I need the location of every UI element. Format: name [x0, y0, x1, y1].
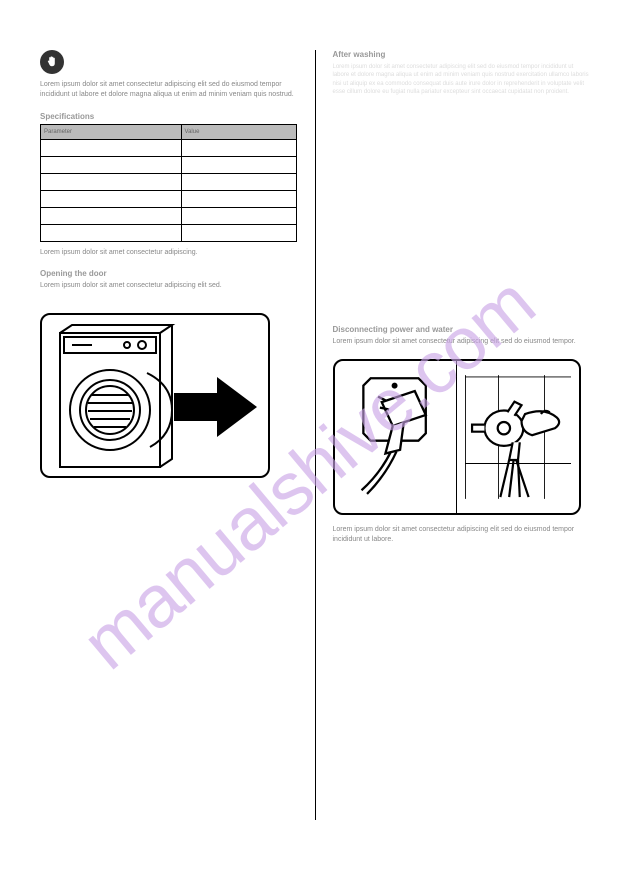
washer-svg — [42, 315, 270, 478]
right-heading: After washing — [333, 50, 590, 59]
tap-panel — [457, 361, 579, 513]
plug-panel — [335, 361, 457, 513]
table-col-2: Value — [181, 124, 296, 139]
right-column: After washing Lorem ipsum dolor sit amet… — [315, 50, 590, 843]
tap-svg — [465, 369, 571, 505]
stop-hand-icon — [40, 50, 64, 74]
warning-paragraph: Lorem ipsum dolor sit amet consectetur a… — [40, 80, 297, 100]
dual-illustration — [333, 359, 581, 515]
door-section-text: Lorem ipsum dolor sit amet consectetur a… — [40, 281, 297, 291]
hand-icon — [45, 55, 59, 69]
table-col-1: Parameter — [41, 124, 182, 139]
spec-table: Parameter Value — [40, 124, 297, 242]
door-section-title: Opening the door — [40, 269, 297, 278]
left-column: Lorem ipsum dolor sit amet consectetur a… — [40, 50, 315, 843]
table-row — [41, 173, 297, 190]
table-section-title: Specifications — [40, 112, 297, 121]
plug-svg — [345, 371, 446, 503]
table-row — [41, 156, 297, 173]
right-text-1: Lorem ipsum dolor sit amet consectetur a… — [333, 63, 590, 313]
page-container: manualshive.com Lorem ipsum dolor sit am… — [0, 0, 629, 893]
table-row — [41, 139, 297, 156]
disconnect-title: Disconnecting power and water — [333, 325, 590, 334]
disconnect-text: Lorem ipsum dolor sit amet consectetur a… — [333, 337, 590, 347]
table-row — [41, 224, 297, 241]
washer-illustration — [40, 313, 270, 478]
table-note: Lorem ipsum dolor sit amet consectetur a… — [40, 248, 297, 258]
right-text-3: Lorem ipsum dolor sit amet consectetur a… — [333, 525, 590, 545]
table-header-row: Parameter Value — [41, 124, 297, 139]
two-column-layout: Lorem ipsum dolor sit amet consectetur a… — [40, 50, 589, 843]
table-row — [41, 190, 297, 207]
table-row — [41, 207, 297, 224]
